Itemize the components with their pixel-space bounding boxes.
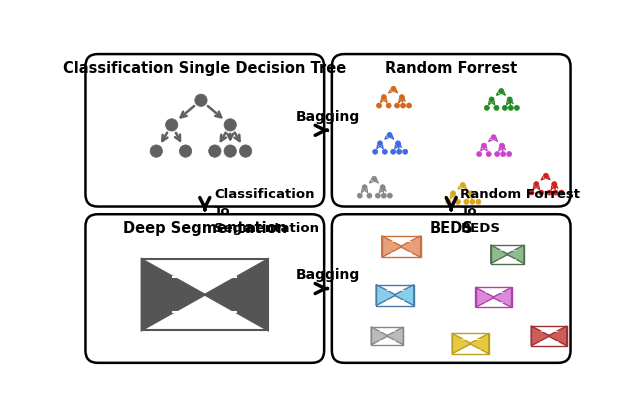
Circle shape [209, 145, 221, 158]
Circle shape [477, 152, 482, 157]
Text: Bagging: Bagging [296, 267, 360, 281]
Polygon shape [452, 334, 472, 354]
Polygon shape [476, 288, 495, 308]
Circle shape [381, 95, 387, 100]
Polygon shape [387, 327, 403, 345]
Text: Classification
To
Segmentation: Classification To Segmentation [214, 188, 319, 234]
Circle shape [239, 145, 252, 158]
Polygon shape [381, 236, 402, 258]
Circle shape [391, 87, 396, 92]
Circle shape [401, 104, 406, 109]
Circle shape [456, 200, 460, 205]
Circle shape [376, 104, 381, 109]
Circle shape [495, 152, 500, 157]
Text: Deep Segmentation: Deep Segmentation [123, 221, 287, 236]
Circle shape [381, 194, 387, 199]
Text: Random Forrest: Random Forrest [385, 61, 517, 76]
Circle shape [387, 194, 392, 199]
Circle shape [179, 145, 192, 158]
FancyBboxPatch shape [86, 55, 324, 207]
Circle shape [372, 150, 378, 155]
Circle shape [357, 194, 362, 199]
Polygon shape [394, 285, 414, 306]
FancyBboxPatch shape [332, 215, 570, 363]
Circle shape [553, 190, 558, 196]
Text: Random Forrest
To
BEDS: Random Forrest To BEDS [460, 188, 580, 234]
Circle shape [224, 145, 236, 158]
Circle shape [476, 200, 481, 205]
Polygon shape [470, 334, 489, 354]
Polygon shape [531, 326, 550, 346]
Circle shape [489, 98, 494, 103]
Circle shape [484, 106, 490, 111]
Circle shape [507, 152, 512, 157]
Circle shape [507, 98, 512, 103]
Circle shape [539, 190, 543, 196]
Text: Classification Single Decision Tree: Classification Single Decision Tree [63, 61, 346, 76]
Circle shape [390, 150, 396, 155]
Circle shape [378, 142, 383, 147]
Polygon shape [141, 260, 205, 330]
Circle shape [386, 104, 391, 109]
Circle shape [406, 104, 412, 109]
FancyBboxPatch shape [86, 215, 324, 363]
Polygon shape [491, 245, 508, 264]
Circle shape [224, 119, 236, 132]
Polygon shape [400, 236, 420, 258]
Circle shape [367, 194, 372, 199]
Polygon shape [493, 288, 511, 308]
Circle shape [403, 150, 408, 155]
Circle shape [481, 144, 486, 149]
Circle shape [502, 106, 508, 111]
Circle shape [534, 182, 539, 187]
Circle shape [468, 191, 474, 197]
Circle shape [397, 150, 402, 155]
Circle shape [499, 144, 504, 149]
Circle shape [500, 152, 506, 157]
Circle shape [515, 106, 520, 111]
Circle shape [559, 190, 564, 196]
Circle shape [166, 119, 178, 132]
Polygon shape [548, 326, 567, 346]
Circle shape [547, 190, 552, 196]
Circle shape [451, 191, 456, 197]
Circle shape [508, 106, 513, 111]
Circle shape [552, 182, 557, 187]
Polygon shape [507, 245, 524, 264]
Circle shape [464, 200, 469, 205]
Circle shape [375, 194, 380, 199]
Circle shape [387, 133, 392, 138]
Circle shape [372, 177, 377, 182]
Text: Bagging: Bagging [296, 109, 360, 123]
Circle shape [446, 200, 451, 205]
Circle shape [470, 200, 475, 205]
Circle shape [380, 185, 385, 190]
Circle shape [529, 190, 534, 196]
Polygon shape [371, 327, 388, 345]
Circle shape [394, 104, 399, 109]
Circle shape [460, 183, 465, 188]
Circle shape [543, 174, 548, 179]
Polygon shape [376, 285, 396, 306]
Circle shape [494, 106, 499, 111]
Circle shape [486, 152, 492, 157]
Circle shape [491, 135, 496, 140]
Text: BEDS: BEDS [429, 221, 473, 236]
Circle shape [362, 185, 367, 190]
FancyBboxPatch shape [332, 55, 570, 207]
Circle shape [150, 145, 163, 158]
Circle shape [195, 95, 207, 107]
Circle shape [396, 142, 401, 147]
Circle shape [499, 89, 504, 94]
Circle shape [382, 150, 387, 155]
Circle shape [399, 95, 404, 100]
Polygon shape [205, 260, 268, 330]
